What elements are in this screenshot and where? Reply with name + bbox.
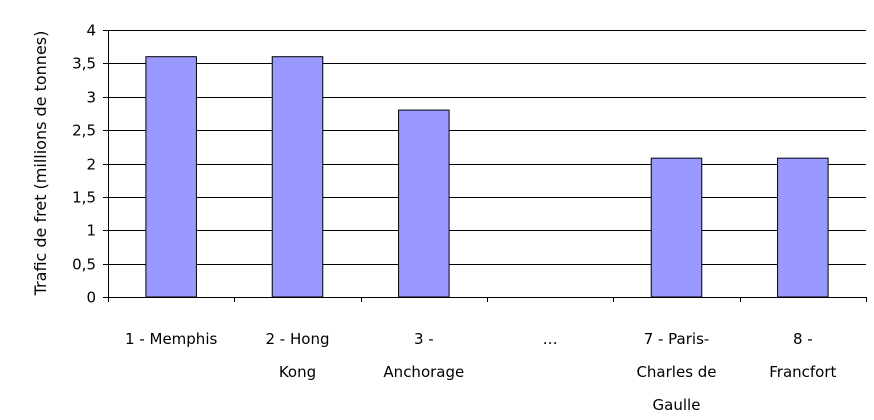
x-tick-label: 2 - Hong Kong — [266, 330, 330, 381]
y-tick-label: 3 — [86, 89, 96, 107]
y-tick-label: 1 — [86, 222, 96, 240]
y-tick-label: 4 — [86, 22, 96, 40]
x-tick-labels: 1 - Memphis 2 - Hong Kong 3 -Anchorage … 7 - … — [125, 330, 837, 414]
x-tick-label: 1 - Memphis — [125, 330, 217, 348]
gridlines — [108, 30, 866, 265]
bar — [650, 157, 703, 298]
bar — [145, 56, 197, 298]
x-tick-label: 7 - Paris-Charles de Gaulle — [636, 330, 716, 414]
y-tick-label: 0,5 — [72, 256, 96, 274]
y-tick-label: 2,5 — [72, 122, 96, 140]
axes — [103, 30, 867, 302]
y-tick-label: 0 — [86, 289, 96, 307]
bar — [398, 109, 450, 298]
y-tick-label: 3,5 — [72, 55, 96, 73]
x-tick-label: 3 -Anchorage — [383, 330, 464, 381]
y-axis-title: Trafic de fret (millions de tonnes) — [31, 31, 50, 297]
x-tick-label: … — [543, 330, 558, 348]
y-tick-label: 2 — [86, 156, 96, 174]
bar — [777, 157, 829, 298]
x-tick-label: 8 -Francfort — [769, 330, 836, 381]
y-tick-labels: 0 0,5 1 1,5 2 2,5 3 3,5 4 — [72, 22, 96, 307]
y-tick-label: 1,5 — [72, 189, 96, 207]
bar — [271, 56, 324, 298]
bars — [145, 56, 829, 298]
